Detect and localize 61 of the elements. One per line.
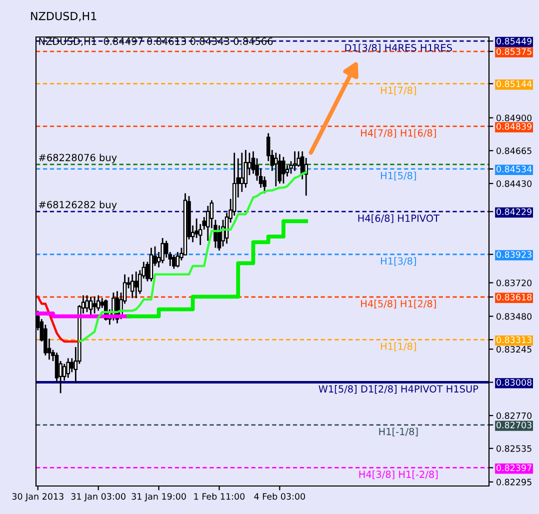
candlestick: [176, 251, 180, 268]
candlestick: [172, 254, 176, 270]
candlestick: [149, 247, 154, 282]
y-tick-label: 0.82703: [496, 422, 532, 428]
y-tick-label: 0.82397: [496, 464, 532, 472]
ref-line-label: H1[7/8]: [380, 86, 416, 96]
y-tick-label: 0.83480: [496, 313, 532, 320]
y-tick-label: 0.82535: [496, 445, 532, 452]
y-tick-label: 0.85144: [496, 80, 532, 88]
ref-line-label: H1[1/8]: [380, 342, 416, 352]
candlestick: [240, 152, 244, 193]
ref-line-label: H4[6/8] H1PIVOT: [358, 214, 440, 224]
candlestick: [88, 296, 93, 316]
candlestick: [285, 164, 290, 178]
candlestick: [292, 150, 297, 172]
line-series: [36, 296, 81, 343]
y-tick-label: 0.84229: [496, 208, 532, 216]
y-tick-label: 0.84839: [496, 123, 532, 130]
y-tick-label: 0.82295: [496, 478, 532, 486]
y-tick-label: 0.82770: [496, 412, 532, 419]
ref-line-label: H4[5/8] H1[2/8]: [361, 300, 436, 308]
y-tick-label: 0.85449: [496, 38, 532, 45]
x-tick-label: 31 Jan 19:00: [132, 493, 186, 502]
ref-line-label: H1[5/8]: [380, 172, 416, 180]
y-tick-label: 0.83618: [496, 294, 532, 300]
ref-line-label: W1[5/8] D1[2/8] H4PIVOT H1SUP: [318, 385, 478, 394]
x-tick-label: 30 Jan 2013: [12, 493, 64, 502]
ref-line-label: H4[3/8] H1[-2/8]: [359, 470, 438, 480]
y-tick-label: 0.84534: [496, 166, 532, 172]
candlestick: [194, 218, 198, 239]
ref-line-label: H1[3/8]: [380, 257, 416, 266]
annotation: #68126282 buy: [39, 200, 117, 210]
candlestick: [70, 358, 74, 373]
candlestick: [278, 153, 282, 184]
candlestick: [92, 296, 96, 314]
y-tick-label: 0.83313: [496, 336, 532, 344]
ref-line-label: H1[-1/8]: [379, 428, 418, 436]
y-tick-label: 0.83245: [496, 346, 532, 353]
candlestick: [130, 274, 134, 299]
ref-line-label: H4[7/8] H1[6/8]: [361, 129, 436, 138]
y-tick-label: 0.83720: [496, 280, 532, 286]
candlestick: [274, 152, 278, 187]
candlestick: [160, 237, 164, 264]
x-tick-label: 4 Feb 03:00: [254, 492, 306, 500]
y-tick-label: 0.85375: [496, 48, 532, 55]
y-tick-label: 0.84665: [496, 147, 532, 154]
x-tick-label: 31 Jan 03:00: [71, 493, 126, 502]
candlestick: [282, 156, 286, 184]
y-tick-label: 0.84430: [496, 180, 532, 187]
candlestick: [66, 358, 70, 378]
ref-line-label: D1[3/8] H4RES H1RES: [345, 44, 452, 52]
y-tick-label: 0.83923: [496, 251, 532, 258]
x-tick-label: 1 Feb 11:00: [194, 492, 245, 500]
candlestick: [85, 294, 89, 313]
y-tick-label: 0.84900: [496, 114, 532, 122]
candlestick: [96, 294, 100, 312]
candlestick: [134, 270, 138, 299]
annotation: #68228076 buy: [39, 154, 117, 164]
candlestick: [244, 149, 248, 188]
chart-title: NZDUSD,H1: [31, 12, 96, 22]
y-tick-label: 0.83008: [496, 379, 532, 386]
